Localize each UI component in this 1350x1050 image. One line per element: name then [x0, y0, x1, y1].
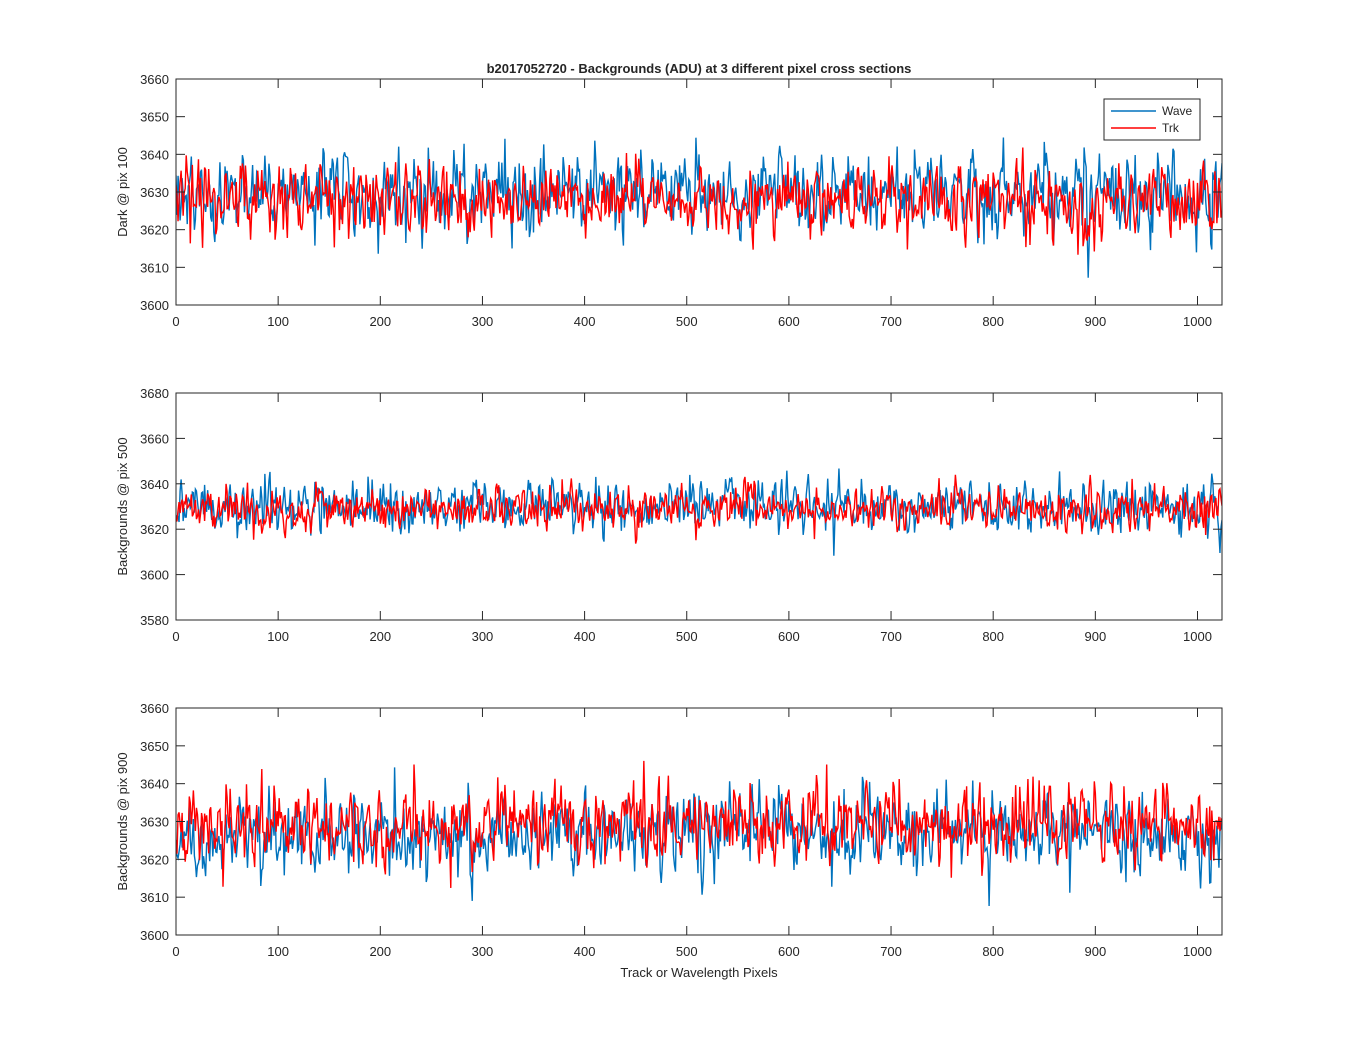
- x-tick-label: 900: [1084, 314, 1106, 329]
- x-tick-label: 0: [172, 314, 179, 329]
- x-tick-label: 800: [982, 314, 1004, 329]
- y-tick-label: 3660: [140, 431, 169, 446]
- x-tick-label: 400: [574, 314, 596, 329]
- y-tick-label: 3640: [140, 147, 169, 162]
- subplot-3: 0 100 200 300 400 500 600 700 800 900 1000 3600 3610…: [115, 701, 1223, 959]
- y-tick-label: 3660: [140, 72, 169, 87]
- y-axis-label-2: Backgrounds @ pix 500: [115, 437, 130, 575]
- y-tick-label: 3580: [140, 613, 169, 628]
- x-tick-label: 300: [472, 944, 494, 959]
- y-tick-label: 3650: [140, 110, 169, 125]
- x-tick-label: 1000: [1183, 629, 1212, 644]
- subplot-1: 0 100 200 300 400 500 600 700 800 900 1000 3600 3610…: [115, 72, 1223, 329]
- series-line-wave-3: [176, 767, 1222, 906]
- x-tick-label: 600: [778, 629, 800, 644]
- y-tick-label: 3630: [140, 815, 169, 830]
- y-tick-label: 3680: [140, 386, 169, 401]
- x-axis-label: Track or Wavelength Pixels: [620, 965, 778, 980]
- x-tick-label: 100: [267, 629, 289, 644]
- y-tick-label: 3660: [140, 701, 169, 716]
- x-tick-label: 800: [982, 629, 1004, 644]
- series-line-trk-2: [176, 474, 1222, 544]
- x-tick-label: 300: [472, 629, 494, 644]
- y-tick-label: 3620: [140, 852, 169, 867]
- x-tick-label: 600: [778, 314, 800, 329]
- y-tick-label: 3600: [140, 298, 169, 313]
- y-axis-label-3: Backgrounds @ pix 900: [115, 752, 130, 890]
- x-tick-label: 300: [472, 314, 494, 329]
- x-tick-label: 200: [369, 944, 391, 959]
- x-tick-label: 700: [880, 314, 902, 329]
- x-tick-label: 900: [1084, 629, 1106, 644]
- x-tick-label: 1000: [1183, 314, 1212, 329]
- y-tick-label: 3630: [140, 185, 169, 200]
- subplots: 0 100 200 300 400 500 600 700 800 900 100036003610…: [115, 72, 1223, 959]
- legend-box: [1103, 98, 1201, 141]
- x-tick-label: 200: [369, 629, 391, 644]
- x-tick-label: 200: [369, 314, 391, 329]
- y-axis-label-1: Dark @ pix 100: [115, 147, 130, 237]
- y-tick-label: 3610: [140, 890, 169, 905]
- series-line-trk-1: [176, 147, 1222, 255]
- x-tick-label: 900: [1084, 944, 1106, 959]
- x-tick-label: 800: [982, 944, 1004, 959]
- y-tick-label: 3610: [140, 260, 169, 275]
- x-tick-label: 500: [676, 944, 698, 959]
- x-tick-label: 400: [574, 944, 596, 959]
- figure-title: b2017052720 - Backgrounds (ADU) at 3 dif…: [487, 61, 912, 76]
- x-tick-label: 100: [267, 944, 289, 959]
- axes-box-2: [175, 392, 1223, 621]
- x-tick-label: 600: [778, 944, 800, 959]
- legend: Wave Trk: [1103, 98, 1201, 141]
- y-tick-label: 3650: [140, 739, 169, 754]
- subplot-2: 0 100 200 300 400 500 600 700 800 900 1000 3580 3600…: [115, 386, 1223, 644]
- x-tick-label: 700: [880, 629, 902, 644]
- legend-label-trk: Trk: [1162, 121, 1180, 135]
- x-tick-label: 0: [172, 629, 179, 644]
- x-tick-label: 400: [574, 629, 596, 644]
- legend-label-wave: Wave: [1162, 104, 1193, 118]
- series-line-trk-3: [176, 760, 1222, 888]
- y-tick-label: 3620: [140, 223, 169, 238]
- x-tick-label: 0: [172, 944, 179, 959]
- x-tick-label: 700: [880, 944, 902, 959]
- y-tick-label: 3640: [140, 477, 169, 492]
- x-tick-label: 500: [676, 629, 698, 644]
- x-tick-label: 1000: [1183, 944, 1212, 959]
- y-tick-label: 3620: [140, 522, 169, 537]
- y-tick-label: 3640: [140, 777, 169, 792]
- y-tick-label: 3600: [140, 928, 169, 943]
- x-tick-label: 500: [676, 314, 698, 329]
- y-tick-label: 3600: [140, 568, 169, 583]
- x-tick-label: 100: [267, 314, 289, 329]
